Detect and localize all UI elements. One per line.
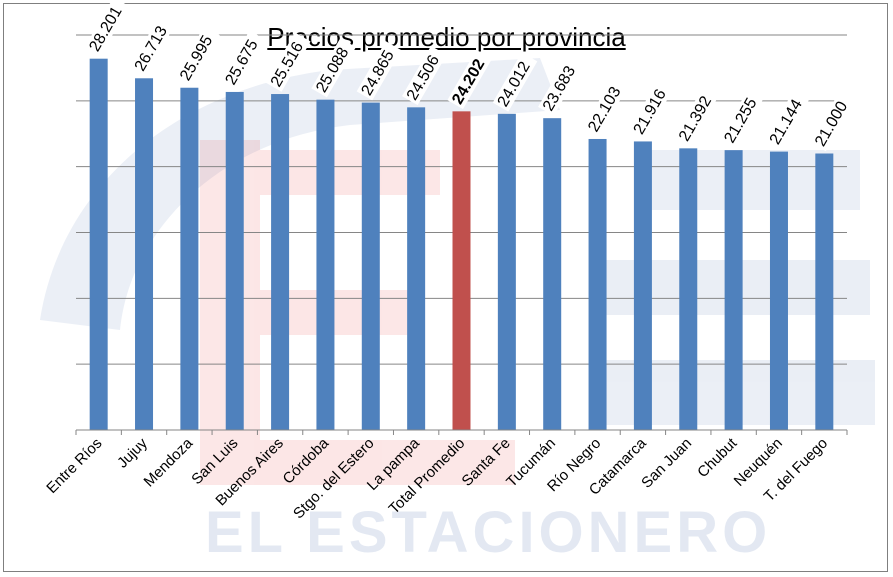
data-label-text: 25.516	[268, 39, 307, 90]
data-label: 24.865	[356, 41, 402, 101]
data-label: 25.088	[311, 38, 356, 98]
data-label-background	[311, 38, 356, 98]
data-label: 23.683	[538, 56, 583, 116]
x-tick-label: Mendoza	[141, 434, 197, 490]
bar	[724, 150, 743, 430]
bar	[225, 91, 244, 430]
bar	[543, 118, 562, 431]
data-label-background	[356, 41, 402, 101]
data-label-background	[583, 77, 629, 137]
data-label-text: 24.202	[449, 56, 488, 107]
data-label: 24.012	[492, 52, 538, 112]
data-label-text: 25.995	[177, 33, 216, 84]
bar	[633, 141, 652, 430]
chart-title: Precios promedio por provincia	[267, 22, 626, 52]
data-label-text: 24.012	[495, 59, 534, 110]
data-label-text: 21.916	[631, 86, 670, 137]
bar	[316, 99, 335, 430]
data-label-text: 21.144	[767, 97, 806, 148]
data-label-text: 21.000	[812, 99, 851, 150]
data-label-background	[810, 92, 855, 152]
bar	[815, 153, 834, 430]
data-label-text: 23.683	[540, 63, 579, 114]
bar	[180, 87, 199, 431]
bar	[89, 58, 108, 431]
x-tick-label: Stgo. del Estero	[290, 435, 377, 522]
bars	[89, 58, 834, 431]
data-label: 21.255	[719, 88, 765, 148]
data-label-text: 25.088	[313, 45, 352, 96]
data-label-text: 24.506	[404, 52, 443, 103]
bar	[135, 78, 154, 430]
data-label: 24.202	[447, 49, 492, 110]
bar	[588, 138, 607, 430]
data-label-background	[538, 56, 583, 116]
data-label-background	[674, 86, 719, 147]
bar	[361, 102, 380, 430]
data-label-background	[265, 32, 311, 92]
data-label: 21.144	[764, 90, 810, 150]
bar	[769, 151, 788, 430]
data-label-background	[764, 90, 810, 150]
data-label-background	[129, 16, 175, 77]
data-label-background	[628, 79, 674, 140]
data-label: 24.506	[402, 45, 447, 106]
x-tick-label: San Juan	[638, 435, 695, 492]
data-label: 28.201	[84, 0, 130, 57]
data-label-background	[220, 30, 266, 90]
bar	[497, 113, 516, 430]
x-tick-label: Entre Ríos	[43, 435, 105, 497]
x-tick-label: Jujuy	[114, 434, 151, 471]
data-label-text: 22.103	[585, 84, 624, 135]
data-label-background	[84, 0, 130, 57]
bar	[271, 94, 290, 430]
data-label-text: 24.865	[359, 48, 398, 99]
data-label-background	[492, 52, 538, 112]
data-label: 25.675	[220, 30, 266, 90]
data-label-background	[719, 88, 765, 148]
data-label: 22.103	[583, 77, 629, 137]
data-label-text: 25.675	[222, 37, 261, 88]
x-axis	[75, 429, 848, 435]
data-label: 26.713	[129, 16, 175, 77]
data-label-background	[175, 26, 220, 86]
data-label-text: 28.201	[86, 4, 125, 55]
data-label: 25.516	[265, 32, 311, 92]
data-label-text: 21.255	[721, 95, 760, 146]
bar	[407, 107, 426, 430]
bar	[452, 111, 471, 430]
data-label: 21.916	[628, 79, 674, 140]
data-label-background	[447, 49, 492, 110]
data-label-background	[402, 45, 447, 106]
data-label-text: 26.713	[132, 23, 171, 74]
data-label: 21.392	[674, 86, 719, 147]
bar	[679, 148, 698, 430]
